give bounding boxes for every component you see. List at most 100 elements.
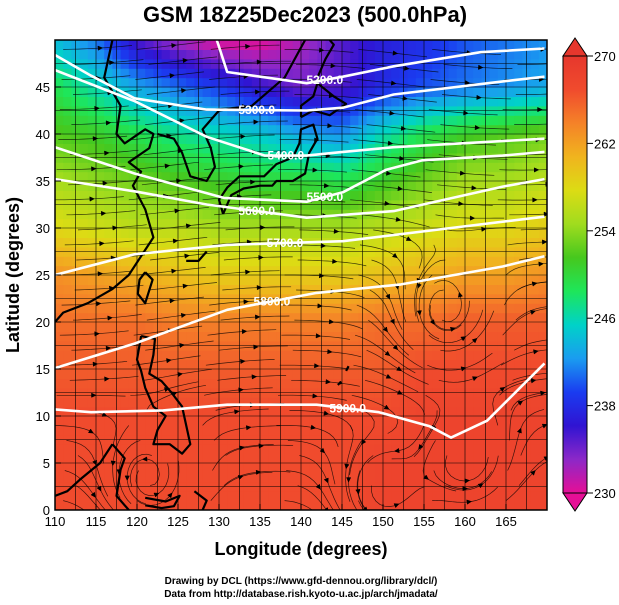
streamline [145,116,214,125]
field-cell [243,500,253,510]
field-cell [342,237,351,248]
field-cell [350,105,359,116]
field-cell [522,491,532,502]
field-cell [424,237,433,248]
field-cell [309,416,318,426]
field-cell [202,303,212,314]
wind-arrowhead [423,474,429,480]
field-cell [227,134,236,144]
field-cell [178,453,187,464]
field-cell [169,171,179,182]
field-cell [342,491,351,502]
wind-arrowhead [478,64,484,70]
field-cell [473,425,482,436]
field-cell [497,96,507,107]
streamline [518,457,547,486]
field-cell [251,463,261,473]
field-cell [145,40,154,50]
field-cell [448,425,458,436]
field-cell [333,162,343,173]
y-tick-label: 45 [36,80,50,95]
field-cell [137,359,146,370]
field-cell [251,331,261,342]
field-cell [169,77,179,88]
field-cell [489,397,499,408]
field-cell [120,265,130,276]
field-cell [120,331,130,342]
field-cell [178,303,187,314]
streamline [59,105,129,110]
wind-arrowhead [260,225,266,231]
field-cell [260,463,269,473]
field-cell [448,87,458,97]
field-cell [71,416,81,426]
wind-arrowhead [463,110,469,116]
field-cell [268,284,277,295]
field-cell [301,171,310,182]
field-cell [456,416,466,426]
field-cell [260,115,269,126]
field-cell [55,58,64,69]
field-cell [374,416,384,426]
field-cell [87,397,97,408]
field-cell [202,425,212,436]
field-cell [79,453,89,464]
field-cell [383,265,392,276]
field-cell [333,331,343,342]
field-cell [55,416,64,426]
field-cell [309,218,318,229]
field-cell [366,463,376,473]
field-cell [268,359,277,370]
field-cell [530,472,540,483]
field-cell [161,425,171,436]
field-cell [522,124,532,135]
field-cell [415,491,425,502]
streamline [76,485,101,510]
field-cell [260,331,269,342]
field-cell [243,397,253,408]
field-cell [268,500,277,510]
field-cell [333,406,343,417]
wind-arrowhead [554,254,559,258]
field-cell [96,312,105,323]
field-cell [497,378,507,389]
field-cell [309,472,318,483]
field-cell [178,40,187,50]
field-cell [325,369,335,379]
field-cell [120,463,130,473]
field-cell [522,265,532,276]
field-cell [309,265,318,276]
field-cell [169,218,179,229]
streamline [366,349,429,385]
field-cell [325,218,335,229]
field-cell [333,134,343,144]
field-cell [268,68,277,79]
field-cell [161,265,171,276]
field-cell [186,77,195,88]
wind-arrowhead [323,410,330,416]
height-contour [55,177,545,219]
x-tick-label: 110 [45,514,66,529]
field-cell [128,162,138,173]
field-cell [383,397,392,408]
field-cell [96,500,105,510]
field-cell [55,322,64,332]
field-cell [424,322,433,332]
field-cell [366,49,376,60]
field-cell [178,105,187,116]
field-cell [227,331,236,342]
streamline [367,425,425,464]
field-cell [342,96,351,107]
field-cell [424,143,433,154]
field-cell [456,275,466,285]
field-cell [456,256,466,267]
field-cell [178,134,187,144]
field-cell [333,265,343,276]
field-cell [514,237,523,248]
field-cell [96,378,105,389]
field-cell [145,397,154,408]
field-cell [465,181,474,191]
streamline [284,500,313,510]
field-cell [366,124,376,135]
wind-arrowhead [325,379,332,385]
